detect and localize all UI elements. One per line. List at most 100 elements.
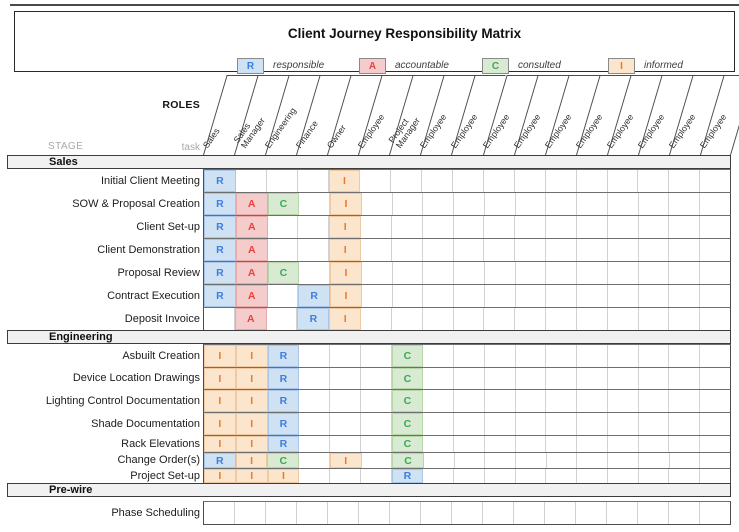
raci-cell-empty[interactable]	[298, 239, 330, 261]
raci-cell-empty[interactable]	[546, 239, 577, 261]
raci-cell-empty[interactable]	[608, 390, 639, 412]
raci-cell-informed[interactable]: I	[330, 285, 362, 307]
raci-cell-empty[interactable]	[299, 368, 331, 389]
raci-cell-empty[interactable]	[361, 345, 392, 367]
raci-cell-empty[interactable]	[299, 413, 331, 435]
raci-cell-empty[interactable]	[577, 285, 608, 307]
raci-cell-consulted[interactable]: C	[267, 193, 300, 215]
raci-cell-empty[interactable]	[514, 502, 545, 524]
raci-cell-empty[interactable]	[639, 469, 670, 483]
raci-cell-empty[interactable]	[423, 436, 455, 452]
raci-cell-informed[interactable]: I	[235, 368, 268, 389]
raci-cell-empty[interactable]	[204, 308, 235, 330]
section-header-sales[interactable]: Sales	[7, 155, 731, 169]
raci-cell-empty[interactable]	[639, 345, 670, 367]
raci-cell-informed[interactable]: I	[204, 436, 236, 452]
raci-cell-empty[interactable]	[393, 285, 424, 307]
raci-cell-empty[interactable]	[577, 436, 608, 452]
raci-cell-empty[interactable]	[454, 436, 485, 452]
raci-cell-empty[interactable]	[700, 308, 730, 330]
raci-cell-empty[interactable]	[546, 413, 578, 435]
raci-cell-empty[interactable]	[638, 502, 669, 524]
raci-cell-responsible[interactable]: R	[267, 345, 300, 367]
raci-cell-empty[interactable]	[669, 413, 701, 435]
raci-cell-empty[interactable]	[454, 239, 485, 261]
raci-cell-empty[interactable]	[299, 469, 331, 483]
raci-cell-empty[interactable]	[392, 216, 423, 238]
raci-cell-empty[interactable]	[577, 453, 609, 468]
raci-cell-empty[interactable]	[236, 170, 267, 192]
raci-cell-empty[interactable]	[299, 453, 330, 468]
raci-cell-responsible[interactable]: R	[204, 453, 236, 468]
raci-cell-responsible[interactable]: R	[204, 170, 236, 192]
raci-cell-empty[interactable]	[700, 193, 730, 215]
raci-cell-consulted[interactable]: C	[391, 436, 424, 452]
task-name[interactable]: Phase Scheduling	[111, 507, 200, 519]
raci-cell-empty[interactable]	[515, 216, 547, 238]
raci-cell-empty[interactable]	[361, 390, 392, 412]
task-name[interactable]: Lighting Control Documentation	[45, 394, 200, 407]
raci-cell-empty[interactable]	[577, 239, 608, 261]
raci-cell-empty[interactable]	[669, 345, 701, 367]
task-name[interactable]: Client Set-up	[136, 220, 200, 233]
raci-cell-empty[interactable]	[330, 368, 361, 389]
raci-cell-empty[interactable]	[330, 436, 361, 452]
raci-cell-empty[interactable]	[516, 390, 547, 412]
raci-cell-empty[interactable]	[669, 390, 701, 412]
raci-cell-empty[interactable]	[546, 390, 578, 412]
raci-cell-empty[interactable]	[516, 345, 547, 367]
raci-cell-empty[interactable]	[485, 453, 517, 468]
raci-cell-empty[interactable]	[546, 193, 578, 215]
raci-cell-empty[interactable]	[299, 345, 331, 367]
raci-cell-empty[interactable]	[516, 285, 547, 307]
raci-cell-empty[interactable]	[361, 216, 392, 238]
raci-cell-empty[interactable]	[516, 262, 547, 284]
raci-cell-responsible[interactable]: R	[204, 216, 236, 238]
raci-cell-consulted[interactable]: C	[391, 368, 424, 389]
raci-cell-empty[interactable]	[639, 368, 670, 389]
raci-cell-empty[interactable]	[639, 436, 670, 452]
raci-cell-empty[interactable]	[393, 193, 424, 215]
raci-cell-empty[interactable]	[700, 368, 730, 389]
raci-cell-responsible[interactable]: R	[267, 413, 300, 435]
raci-cell-responsible[interactable]: R	[267, 436, 300, 452]
raci-cell-empty[interactable]	[700, 390, 730, 412]
raci-cell-empty[interactable]	[361, 436, 392, 452]
raci-cell-empty[interactable]	[516, 436, 547, 452]
raci-cell-empty[interactable]	[328, 502, 359, 524]
task-name[interactable]: Proposal Review	[117, 266, 200, 279]
raci-cell-empty[interactable]	[362, 453, 393, 468]
raci-cell-empty[interactable]	[423, 262, 455, 284]
raci-cell-empty[interactable]	[454, 413, 485, 435]
raci-cell-empty[interactable]	[266, 502, 297, 524]
task-name[interactable]: Rack Elevations	[121, 437, 200, 450]
raci-cell-informed[interactable]: I	[330, 262, 362, 284]
raci-cell-informed[interactable]: I	[267, 469, 300, 483]
raci-cell-empty[interactable]	[484, 216, 516, 238]
raci-cell-empty[interactable]	[423, 469, 455, 483]
raci-cell-empty[interactable]	[423, 390, 455, 412]
raci-cell-informed[interactable]: I	[204, 390, 236, 412]
raci-cell-empty[interactable]	[577, 193, 608, 215]
raci-cell-empty[interactable]	[608, 262, 639, 284]
raci-cell-empty[interactable]	[423, 413, 455, 435]
raci-cell-empty[interactable]	[297, 502, 328, 524]
raci-cell-empty[interactable]	[454, 345, 485, 367]
raci-cell-empty[interactable]	[423, 368, 455, 389]
raci-cell-empty[interactable]	[670, 453, 701, 468]
raci-cell-empty[interactable]	[638, 170, 670, 192]
raci-cell-empty[interactable]	[669, 170, 701, 192]
raci-cell-empty[interactable]	[298, 170, 329, 192]
section-header-engineering[interactable]: Engineering	[7, 330, 731, 344]
raci-cell-informed[interactable]: I	[329, 216, 362, 238]
raci-cell-accountable[interactable]: A	[235, 239, 268, 261]
raci-cell-empty[interactable]	[392, 308, 423, 330]
raci-cell-responsible[interactable]: R	[204, 262, 236, 284]
raci-cell-empty[interactable]	[393, 262, 424, 284]
raci-cell-empty[interactable]	[577, 413, 608, 435]
raci-cell-empty[interactable]	[608, 285, 639, 307]
raci-cell-empty[interactable]	[516, 453, 547, 468]
raci-cell-empty[interactable]	[546, 170, 577, 192]
raci-cell-empty[interactable]	[267, 170, 298, 192]
raci-cell-empty[interactable]	[485, 368, 516, 389]
